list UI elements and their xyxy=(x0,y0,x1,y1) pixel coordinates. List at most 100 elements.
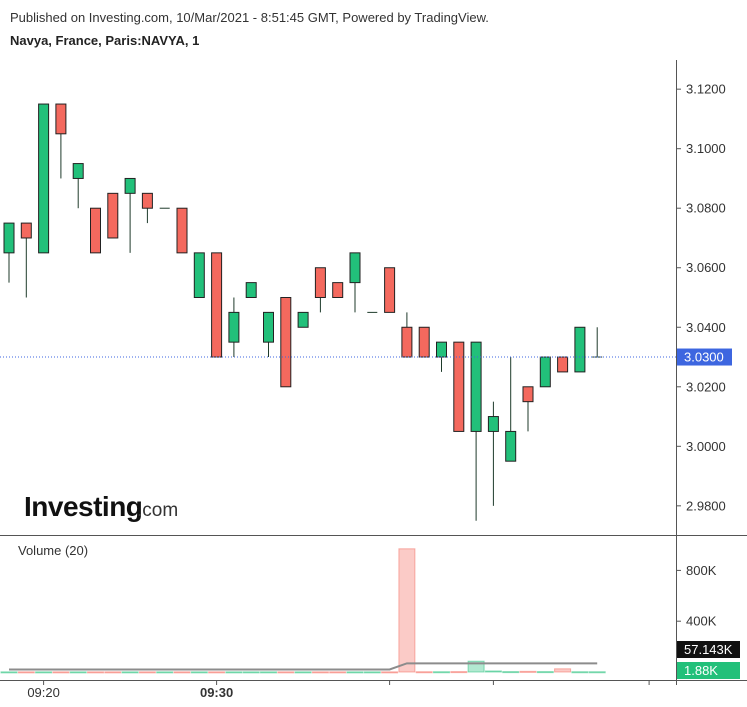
volume-bar xyxy=(121,671,139,674)
logo-text: Investing xyxy=(24,491,142,522)
candle xyxy=(55,103,67,179)
price-tick-label: 3.0200 xyxy=(686,379,726,394)
candle xyxy=(90,207,101,254)
candle xyxy=(263,311,274,358)
candle-body xyxy=(505,430,517,462)
candle xyxy=(349,252,361,313)
candle xyxy=(245,282,257,299)
volume-bar xyxy=(173,671,191,674)
candle xyxy=(228,297,240,358)
candle xyxy=(470,341,482,521)
candle-body xyxy=(436,341,447,358)
price-tick-label: 3.0400 xyxy=(686,320,726,335)
candle xyxy=(211,252,223,358)
volume-tick-label: 400K xyxy=(686,614,717,629)
price-tick-label: 3.0600 xyxy=(686,260,726,275)
candle xyxy=(72,163,84,209)
candle-body xyxy=(418,326,430,358)
candle xyxy=(539,356,551,388)
candle-body xyxy=(349,252,361,284)
volume-bar xyxy=(242,671,260,674)
candle xyxy=(401,312,413,358)
volume-bar xyxy=(17,671,35,674)
candle-body xyxy=(280,297,292,388)
volume-bar xyxy=(329,671,347,674)
volume-bar xyxy=(588,671,606,674)
candle xyxy=(20,222,32,298)
volume-ma-line xyxy=(9,662,598,671)
volume-bar xyxy=(571,671,589,674)
volume-last-label: 1.88K xyxy=(684,663,718,678)
logo-suffix: .com xyxy=(137,500,178,521)
candle xyxy=(280,297,292,388)
candle xyxy=(574,326,586,373)
candle-body xyxy=(574,326,586,373)
volume-bar xyxy=(433,671,450,674)
volume-title: Volume (20) xyxy=(18,543,88,558)
candle-body xyxy=(539,356,551,388)
volume-bar xyxy=(260,671,277,674)
volume-bar xyxy=(208,671,226,674)
volume-bar xyxy=(52,671,70,674)
volume-bar xyxy=(415,671,433,674)
investing-logo: Investing .com xyxy=(24,491,178,522)
candle xyxy=(505,357,517,462)
candle-body xyxy=(55,103,67,135)
candle-body xyxy=(176,207,188,254)
candle xyxy=(107,192,119,239)
volume-bar xyxy=(363,671,381,674)
candle-body xyxy=(401,326,413,358)
candle xyxy=(384,267,396,313)
candle-body xyxy=(263,311,274,343)
volume-bar xyxy=(104,671,122,674)
volume-tick-label: 800K xyxy=(686,563,717,578)
volume-bar xyxy=(381,671,399,674)
volume-bar xyxy=(519,670,537,673)
price-tick-label: 2.9800 xyxy=(686,498,726,513)
candle xyxy=(297,311,309,328)
volume-bar xyxy=(502,671,520,674)
candle-body xyxy=(20,222,32,239)
volume-ma-badge xyxy=(677,641,740,658)
volume-bar xyxy=(35,671,53,674)
volume-last-badge xyxy=(677,662,740,679)
candle xyxy=(38,103,50,254)
price-tick-label: 3.0000 xyxy=(686,439,726,454)
volume-bar xyxy=(225,671,243,674)
time-label: 09:30 xyxy=(200,685,233,700)
volume-bar xyxy=(311,671,329,674)
candle-body xyxy=(124,177,136,194)
candle-body xyxy=(487,416,499,432)
volume-bar xyxy=(190,671,208,674)
candle xyxy=(592,327,603,358)
candle-body xyxy=(470,341,482,432)
candle xyxy=(3,222,15,283)
time-label: 09:20 xyxy=(27,685,60,700)
candle xyxy=(487,401,499,506)
candle-body xyxy=(193,252,205,299)
volume-bar xyxy=(450,671,468,674)
last-price-label: 3.0300 xyxy=(684,350,724,365)
volume-bar xyxy=(87,671,104,674)
price-tick-label: 3.0800 xyxy=(686,201,726,216)
last-price-badge xyxy=(677,348,732,366)
volume-bar xyxy=(346,671,364,674)
candle-body xyxy=(245,282,257,299)
volume-bar xyxy=(138,671,156,674)
volume-bar xyxy=(484,670,502,673)
candle xyxy=(176,207,188,254)
candle-body xyxy=(141,192,153,209)
candle xyxy=(314,267,326,313)
volume-bar xyxy=(536,671,554,674)
candle-body xyxy=(72,163,84,179)
candle-body xyxy=(228,311,240,343)
volume-bar xyxy=(156,671,174,674)
candle-body xyxy=(38,103,50,254)
candle xyxy=(522,386,534,432)
volume-bar xyxy=(0,671,18,674)
candle-body xyxy=(557,356,569,373)
candle-body xyxy=(314,267,326,299)
volume-bar xyxy=(69,671,87,674)
candle xyxy=(141,192,153,224)
